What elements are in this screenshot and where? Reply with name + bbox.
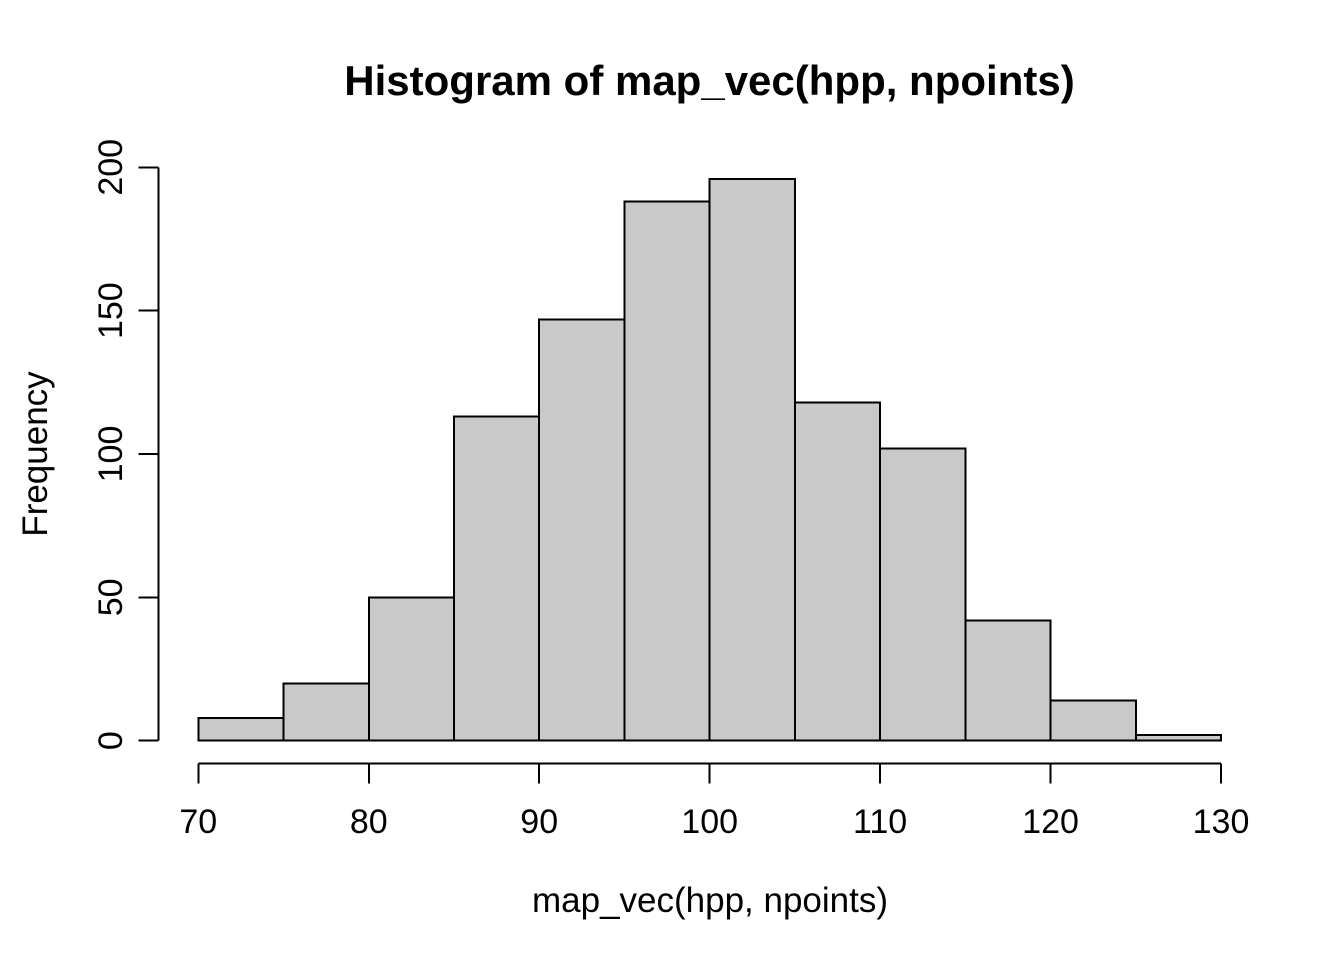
histogram-bar [452,415,541,742]
x-tick-label: 70 [179,803,217,841]
histogram-bar [538,318,626,742]
x-tick-label: 90 [520,803,558,841]
histogram-bar [367,596,455,742]
chart-title: Histogram of map_vec(hpp, npoints) [344,57,1075,104]
x-tick-label: 120 [1022,803,1079,841]
x-tick-label: 100 [681,803,738,841]
histogram-bar [197,716,285,742]
y-tick-label: 50 [92,578,130,616]
histogram-bar [708,177,796,742]
y-tick-label: 150 [92,282,130,339]
histogram-bar [964,619,1052,742]
x-axis-title: map_vec(hpp, npoints) [531,881,889,920]
histogram-bar [1049,699,1137,742]
y-tick-label: 0 [92,731,130,750]
histogram-bar [1134,733,1223,742]
x-tick-label: 80 [350,803,388,841]
x-tick-label: 110 [853,803,907,841]
y-tick-label: 100 [92,426,130,483]
x-tick-label: 130 [1193,803,1250,841]
histogram-bar [623,200,711,742]
histogram-bar [879,447,967,742]
histogram-bar [793,401,882,742]
histogram-bar [282,682,370,742]
y-tick-label: 200 [92,139,130,196]
